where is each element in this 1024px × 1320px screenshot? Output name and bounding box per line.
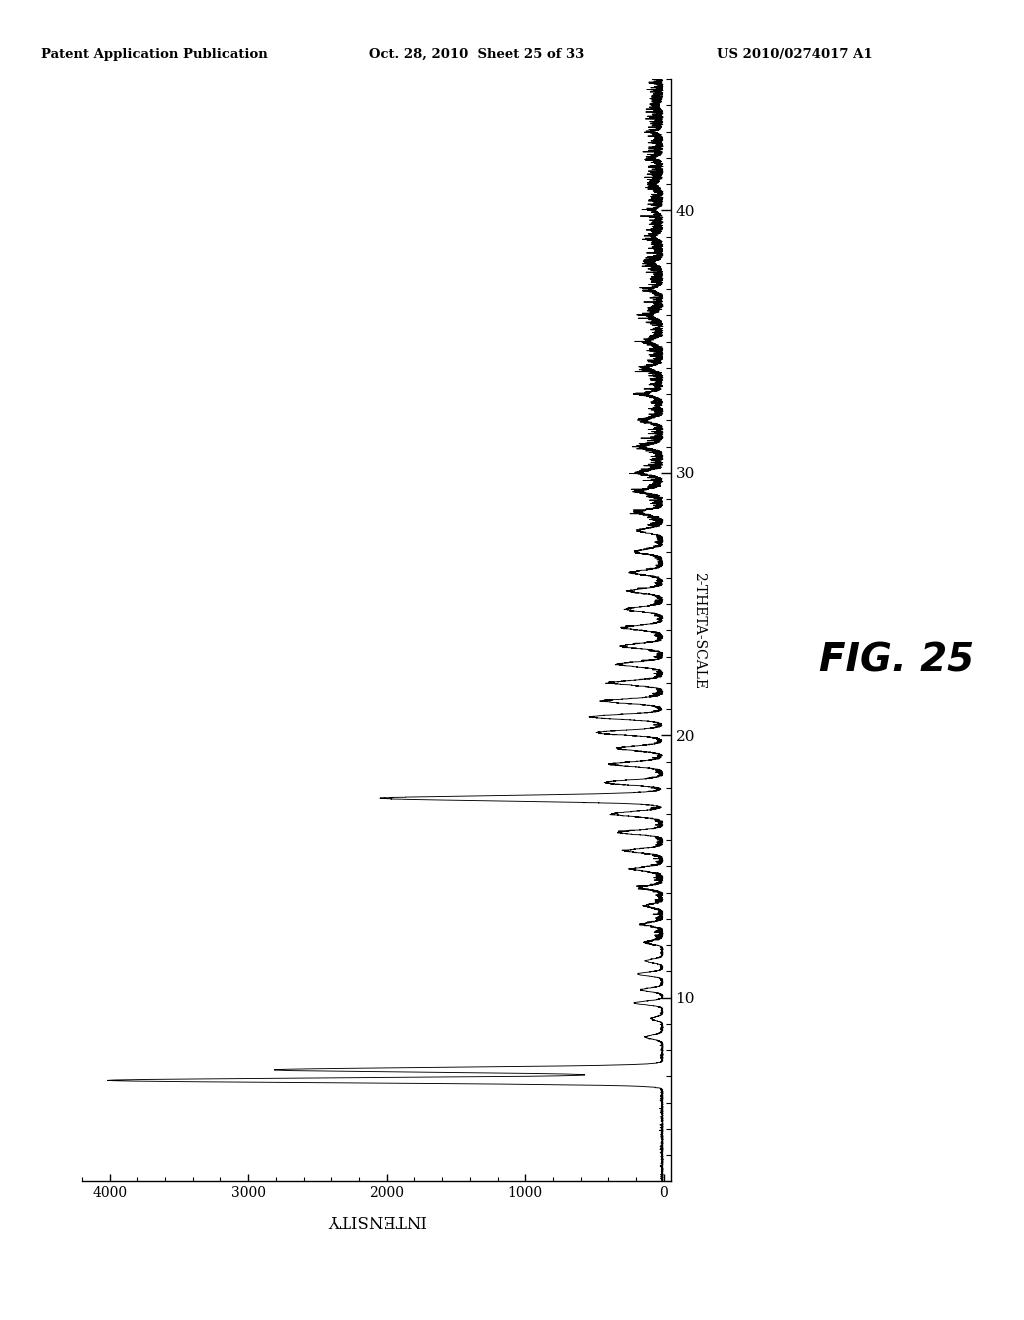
Y-axis label: 2-THETA-SCALE: 2-THETA-SCALE [692, 572, 707, 689]
Text: Oct. 28, 2010  Sheet 25 of 33: Oct. 28, 2010 Sheet 25 of 33 [369, 48, 584, 61]
Text: FIG. 25: FIG. 25 [819, 642, 974, 678]
X-axis label: INTENSITY: INTENSITY [327, 1212, 426, 1229]
Text: US 2010/0274017 A1: US 2010/0274017 A1 [717, 48, 872, 61]
Text: Patent Application Publication: Patent Application Publication [41, 48, 267, 61]
